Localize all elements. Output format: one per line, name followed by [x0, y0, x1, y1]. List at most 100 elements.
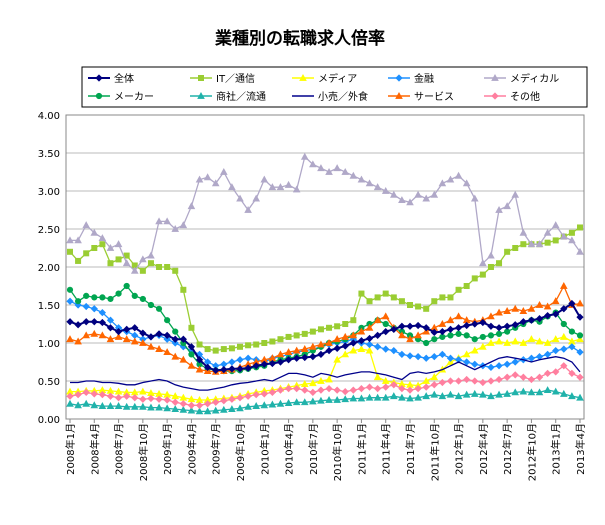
data-point [83, 250, 90, 257]
data-point [292, 346, 301, 354]
series-6 [66, 386, 584, 415]
data-point [535, 315, 544, 323]
data-point [463, 375, 471, 384]
data-point [115, 290, 122, 297]
data-point [285, 333, 292, 340]
data-point [147, 301, 155, 309]
data-point [447, 294, 454, 301]
data-point [349, 331, 358, 339]
data-point [139, 295, 146, 303]
data-point [398, 322, 406, 330]
data-point [414, 384, 422, 393]
data-point [228, 395, 236, 403]
data-point [284, 384, 293, 393]
data-point [374, 294, 381, 301]
data-point [543, 228, 552, 236]
plot-area [65, 114, 585, 420]
x-tick-label: 2008年4月 [88, 423, 101, 475]
data-point [382, 327, 390, 336]
data-point [155, 330, 163, 338]
data-point [430, 381, 438, 389]
data-point [260, 175, 269, 183]
data-point [479, 390, 487, 398]
data-point [333, 395, 341, 403]
legend-swatch-marker [395, 91, 403, 99]
x-tick-label: 2012年10月 [525, 423, 538, 481]
data-point [373, 384, 382, 393]
data-point [535, 300, 544, 308]
data-point [180, 286, 187, 293]
data-point [309, 388, 317, 397]
data-point [398, 196, 406, 204]
data-point [511, 304, 520, 312]
data-point [414, 393, 422, 401]
legend-label: 金融 [414, 72, 434, 85]
data-point [527, 240, 536, 248]
data-point [139, 387, 147, 395]
data-point [147, 333, 155, 341]
data-point [495, 375, 503, 384]
data-point [276, 399, 285, 407]
data-point [341, 342, 349, 350]
data-point [74, 298, 82, 305]
data-point [293, 354, 301, 362]
data-point [204, 346, 211, 353]
data-point [576, 335, 584, 343]
data-point [82, 399, 90, 407]
data-point [171, 405, 180, 413]
data-point [373, 183, 382, 191]
data-point [487, 322, 495, 330]
data-point [454, 356, 463, 364]
data-point [341, 350, 350, 358]
data-point [349, 171, 358, 179]
data-point [309, 397, 317, 405]
data-point [66, 335, 74, 343]
y-tick-label: 1.00 [38, 339, 60, 350]
data-point [155, 403, 163, 411]
data-point [82, 318, 90, 326]
x-tick-label: 2010年10月 [331, 423, 344, 481]
data-point [568, 328, 576, 335]
data-point [171, 224, 180, 232]
data-point [179, 335, 187, 343]
data-point [406, 352, 414, 360]
x-tick-label: 2011年4月 [380, 423, 393, 475]
data-point [212, 347, 219, 354]
legend-swatch-marker [491, 92, 499, 100]
data-point [82, 221, 90, 229]
data-point [268, 388, 277, 397]
data-point [503, 373, 511, 381]
data-point [471, 320, 479, 328]
data-point [495, 390, 503, 398]
data-point [551, 387, 560, 395]
data-point [203, 173, 212, 181]
data-point [357, 345, 366, 352]
legend-swatch-marker [299, 73, 307, 81]
data-point [495, 308, 503, 316]
data-point [357, 384, 366, 393]
x-tick-label: 2008年1月 [64, 423, 77, 475]
data-point [357, 337, 366, 345]
data-point [269, 338, 276, 345]
data-point [568, 369, 576, 378]
data-point [519, 338, 528, 346]
data-point [398, 350, 406, 359]
data-point [568, 392, 576, 400]
data-point [195, 365, 204, 373]
data-point [114, 402, 123, 409]
data-point [276, 183, 285, 191]
data-point [130, 266, 139, 274]
data-point [543, 369, 552, 378]
data-point [422, 392, 430, 400]
data-point [543, 302, 552, 310]
data-point [317, 164, 325, 172]
data-point [527, 304, 536, 312]
data-point [551, 221, 560, 229]
data-point [114, 240, 123, 248]
data-point [560, 320, 567, 328]
data-point [292, 398, 301, 406]
data-point [106, 324, 115, 332]
legend-label: メディア [318, 72, 357, 85]
data-point [390, 346, 398, 355]
data-point [284, 180, 293, 188]
